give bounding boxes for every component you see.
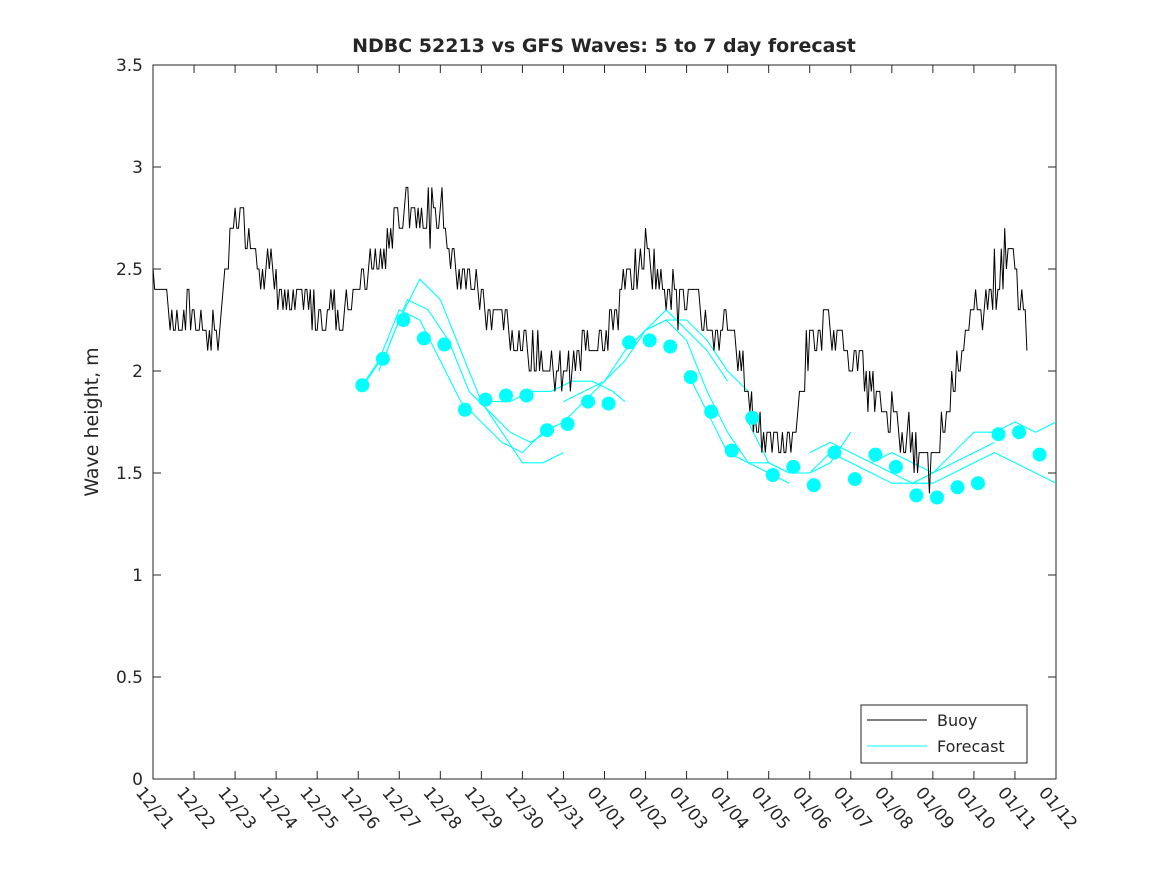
forecast-marker [375,351,390,366]
chart-title: NDBC 52213 vs GFS Waves: 5 to 7 day fore… [352,35,856,57]
forecast-line [378,278,564,464]
forecast-marker [745,410,760,425]
series-layer [152,186,1057,505]
forecast-marker [478,392,493,407]
forecast-marker [601,396,616,411]
legend-box [860,704,1028,764]
forecast-marker [416,331,431,346]
y-tick-label: 3 [132,158,143,178]
forecast-line [809,441,995,474]
forecast-marker [724,443,739,458]
forecast-marker [519,388,534,403]
y-tick-label: 2 [132,362,143,382]
buoy-line [152,186,1028,494]
forecast-line [747,421,933,484]
forecast-marker [704,404,719,419]
y-tick-label: 1.5 [116,464,143,484]
forecast-marker [437,337,452,352]
forecast-marker [888,459,903,474]
legend-forecast-label: Forecast [937,737,1005,756]
forecast-marker [950,480,965,495]
forecast-marker [1032,447,1047,462]
forecast-marker [909,488,924,503]
forecast-marker [499,388,513,403]
y-tick-label: 0.5 [116,668,143,688]
forecast-marker [540,423,554,438]
forecast-marker [765,468,780,482]
forecast-marker [991,427,1006,442]
forecast-marker [847,472,862,487]
y-tick-label: 2.5 [116,260,143,280]
y-axis-label: Wave height, m [81,347,103,496]
y-tick-label: 1 [132,566,143,586]
forecast-marker [663,339,678,354]
y-axis-ticks: 0 0.5 1 1.5 2 2.5 3 3.5 [116,56,1056,790]
forecast-marker [622,335,637,350]
legend-buoy-label: Buoy [937,711,977,730]
forecast-line [912,421,1057,484]
legend: Buoy Forecast [860,704,1028,764]
forecast-marker [868,447,883,462]
forecast-marker [1012,425,1027,440]
forecast-marker [683,370,698,385]
forecast-marker [827,445,842,460]
forecast-marker [971,476,985,491]
y-tick-label: 3.5 [116,56,143,76]
forecast-marker [560,417,575,431]
forecast-marker [581,394,596,409]
forecast-marker [786,459,801,474]
forecast-marker [396,313,411,327]
forecast-marker [930,490,944,505]
forecast-line [624,319,790,484]
forecast-marker [457,402,472,417]
forecast-marker [806,478,821,493]
y-tick-label: 0 [132,770,143,790]
forecast-line [871,451,1057,484]
forecast-marker [642,333,657,348]
forecast-marker [355,378,370,393]
